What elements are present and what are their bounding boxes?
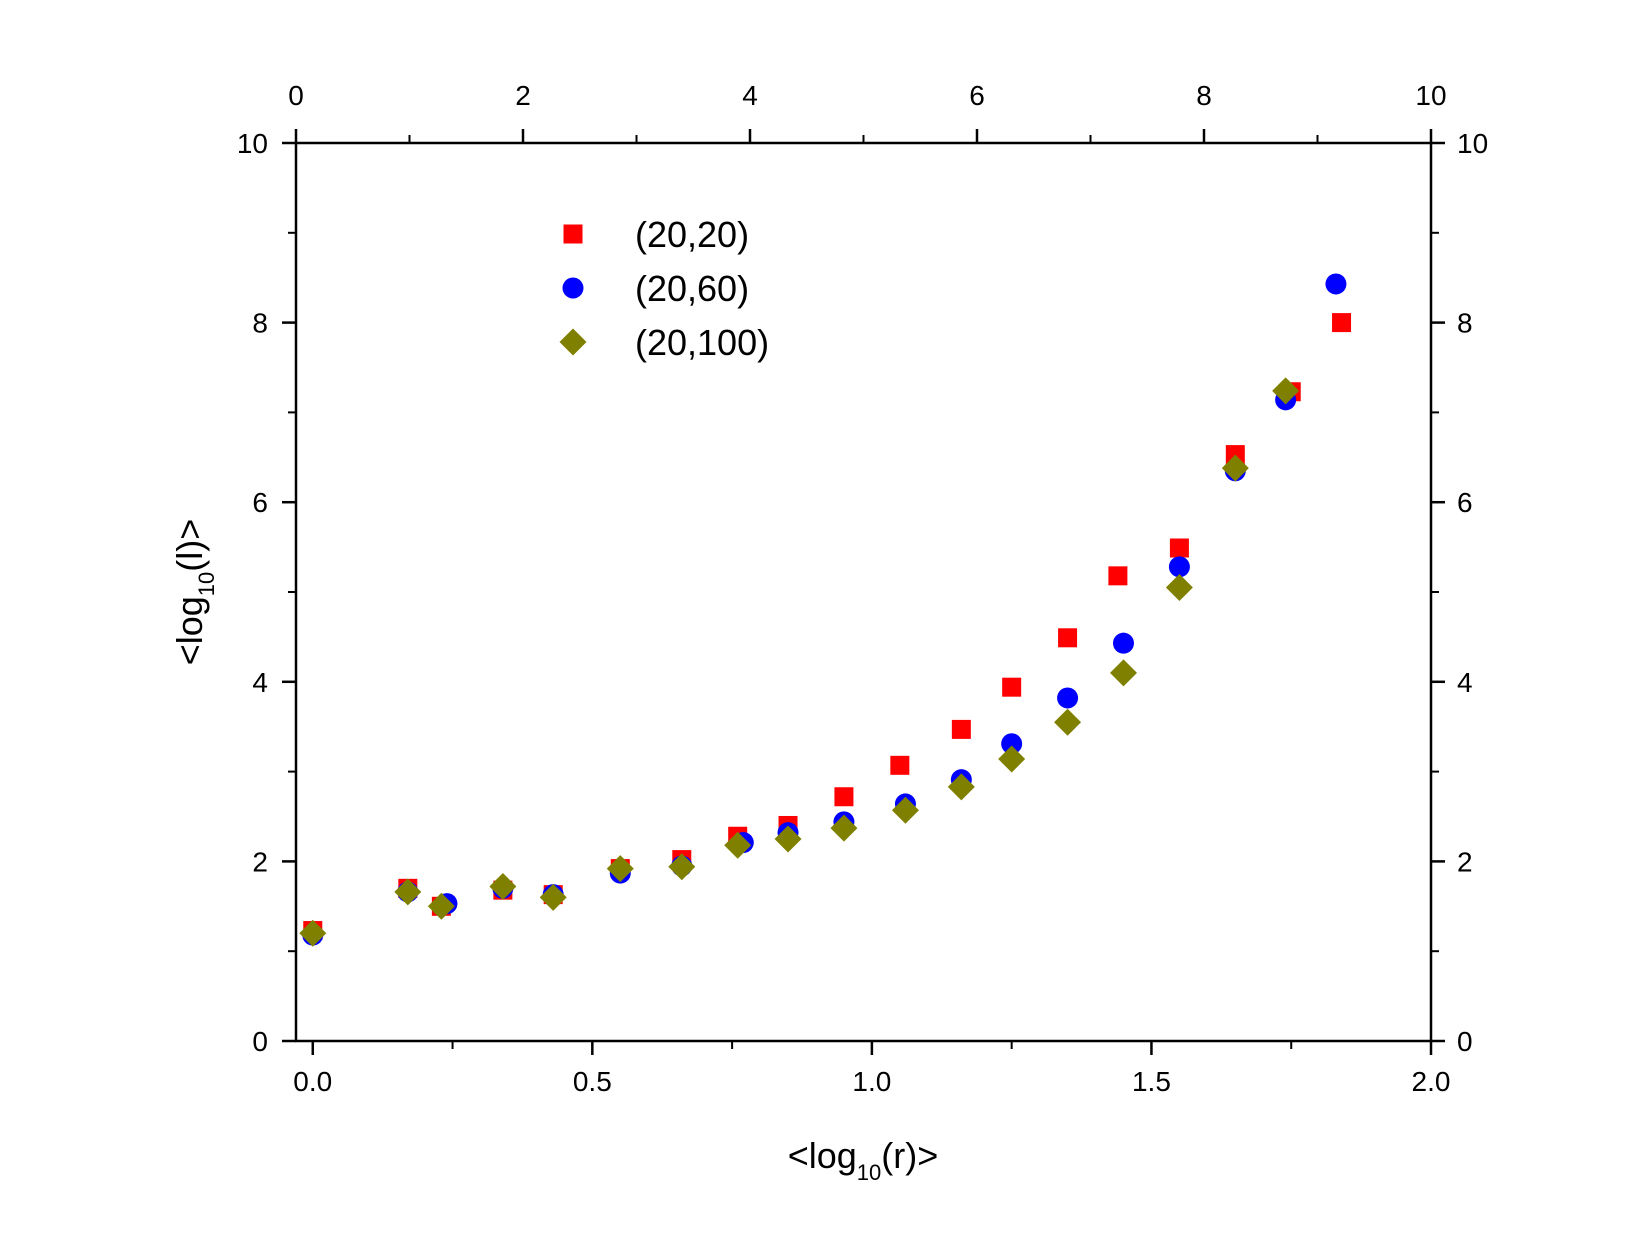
data-point-diamond bbox=[830, 814, 858, 842]
data-point-diamond bbox=[891, 796, 919, 824]
top-tick-label: 10 bbox=[1415, 80, 1446, 111]
series-circle-points bbox=[302, 273, 1347, 946]
y-axis-title: <log10(l)> bbox=[169, 519, 219, 666]
x-tick-label: 1.0 bbox=[852, 1066, 891, 1097]
data-point-circle bbox=[1168, 556, 1190, 578]
data-point-diamond bbox=[299, 919, 327, 947]
data-point-diamond bbox=[1054, 708, 1082, 736]
right-tick-label: 6 bbox=[1457, 487, 1473, 518]
right-tick-label: 10 bbox=[1457, 128, 1488, 159]
x-axis-title: <log10(r)> bbox=[788, 1135, 939, 1185]
x-axis-title-suffix: (r)> bbox=[881, 1135, 938, 1176]
data-point-square bbox=[951, 719, 971, 739]
data-point-diamond bbox=[1165, 574, 1193, 602]
right-tick-label: 0 bbox=[1457, 1026, 1473, 1057]
right-axis-ticks: 0 2 4 6 8 10 bbox=[1431, 128, 1488, 1057]
top-tick-label: 6 bbox=[969, 80, 985, 111]
data-point-circle bbox=[1325, 273, 1347, 295]
data-point-square bbox=[1002, 677, 1022, 697]
y-tick-label: 8 bbox=[252, 308, 268, 339]
x-tick-label: 0.5 bbox=[573, 1066, 612, 1097]
y-tick-label: 6 bbox=[252, 487, 268, 518]
data-point-circle bbox=[1001, 733, 1023, 755]
legend-item: (20,60) bbox=[562, 268, 749, 309]
data-point-square bbox=[890, 755, 910, 775]
data-point-diamond bbox=[1221, 454, 1249, 482]
y-tick-label: 4 bbox=[252, 667, 268, 698]
data-point-square bbox=[1058, 628, 1078, 648]
top-tick-label: 0 bbox=[288, 80, 304, 111]
top-axis-ticks: 0 2 4 6 8 10 bbox=[288, 80, 1447, 143]
x-axis-title-prefix: <log bbox=[788, 1135, 857, 1176]
x-axis-title-subscript: 10 bbox=[857, 1160, 881, 1185]
right-tick-label: 8 bbox=[1457, 308, 1473, 339]
top-tick-label: 4 bbox=[742, 80, 758, 111]
series-diamond-points bbox=[299, 377, 1300, 947]
y-tick-label: 10 bbox=[237, 128, 268, 159]
series-square-points bbox=[303, 313, 1352, 941]
data-point-diamond bbox=[489, 873, 517, 901]
right-tick-label: 2 bbox=[1457, 846, 1473, 877]
data-point-circle bbox=[1112, 632, 1134, 654]
data-point-diamond bbox=[774, 825, 802, 853]
data-point-diamond bbox=[668, 853, 696, 881]
top-tick-label: 2 bbox=[515, 80, 531, 111]
data-markers bbox=[299, 273, 1352, 947]
legend-label: (20,20) bbox=[635, 214, 749, 255]
legend-marker-square bbox=[563, 224, 583, 244]
y-axis-title-suffix: (l)> bbox=[169, 519, 210, 572]
data-point-square bbox=[1108, 566, 1128, 586]
x-axis-ticks: 0.0 0.5 1.0 1.5 2.0 bbox=[293, 1041, 1450, 1097]
y-tick-label: 2 bbox=[252, 846, 268, 877]
legend: (20,20) (20,60) (20,100) bbox=[559, 214, 769, 363]
data-point-diamond bbox=[427, 892, 455, 920]
y-axis-title-prefix: <log bbox=[169, 596, 210, 665]
legend-label: (20,100) bbox=[635, 322, 769, 363]
y-axis-title-subscript: 10 bbox=[194, 572, 219, 596]
top-tick-label: 8 bbox=[1196, 80, 1212, 111]
plot-frame bbox=[294, 141, 1433, 1043]
data-point-diamond bbox=[947, 773, 975, 801]
legend-marker-diamond bbox=[559, 328, 587, 356]
data-point-diamond bbox=[606, 855, 634, 883]
legend-label: (20,60) bbox=[635, 268, 749, 309]
y-axis-ticks: 0 2 4 6 8 10 bbox=[237, 128, 296, 1057]
data-point-diamond bbox=[1272, 377, 1300, 405]
data-point-square bbox=[1332, 313, 1352, 333]
data-point-diamond bbox=[394, 878, 422, 906]
data-point-square bbox=[834, 787, 854, 807]
data-point-diamond bbox=[724, 831, 752, 859]
x-tick-label: 1.5 bbox=[1132, 1066, 1171, 1097]
data-point-diamond bbox=[998, 745, 1026, 773]
right-tick-label: 4 bbox=[1457, 667, 1473, 698]
data-point-diamond bbox=[1109, 659, 1137, 687]
legend-item: (20,20) bbox=[563, 214, 749, 255]
data-point-square bbox=[1169, 538, 1189, 558]
legend-item: (20,100) bbox=[559, 322, 769, 363]
legend-marker-circle bbox=[562, 277, 584, 299]
data-point-circle bbox=[1057, 687, 1079, 709]
x-tick-label: 0.0 bbox=[293, 1066, 332, 1097]
x-tick-label: 2.0 bbox=[1412, 1066, 1451, 1097]
data-point-diamond bbox=[539, 883, 567, 911]
y-tick-label: 0 bbox=[252, 1026, 268, 1057]
